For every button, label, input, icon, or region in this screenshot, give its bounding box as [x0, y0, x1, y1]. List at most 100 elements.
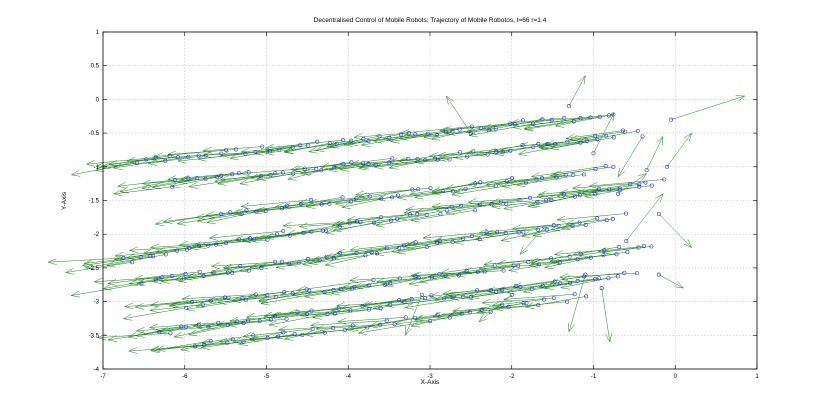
- robot-marker: [195, 176, 200, 181]
- velocity-arrow: [355, 187, 431, 195]
- robot-marker: [390, 156, 395, 161]
- robot-marker: [504, 201, 509, 206]
- robot-marker: [361, 161, 365, 166]
- robot-marker: [302, 166, 307, 171]
- robot-marker: [130, 260, 135, 265]
- velocity-arrow: [233, 331, 284, 343]
- robot-marker: [567, 254, 572, 259]
- robot-marker: [504, 179, 509, 184]
- robot-marker: [347, 221, 352, 226]
- robot-marker: [224, 241, 228, 245]
- velocity-arrow-head: [375, 277, 386, 285]
- velocity-arrow-head: [229, 153, 239, 161]
- robot-marker: [172, 178, 177, 182]
- velocity-arrow-head: [453, 187, 464, 194]
- velocity-arrow: [229, 313, 307, 322]
- velocity-arrow-head: [262, 314, 272, 321]
- velocity-arrow-head: [124, 302, 134, 310]
- velocity-arrow-head: [360, 140, 371, 148]
- velocity-arrow: [188, 175, 261, 187]
- robot-marker: [327, 141, 332, 146]
- velocity-arrow-head: [179, 344, 190, 352]
- velocity-arrow-head: [414, 314, 425, 322]
- velocity-arrow: [550, 218, 598, 231]
- velocity-arrow: [211, 261, 283, 267]
- velocity-arrow-head: [162, 217, 173, 224]
- velocity-arrow: [86, 157, 156, 165]
- robot-marker: [319, 202, 324, 207]
- robot-marker: [397, 245, 402, 250]
- velocity-arrow-head: [436, 155, 447, 162]
- velocity-arrow: [474, 232, 524, 240]
- robot-marker: [416, 275, 421, 280]
- robot-marker: [361, 137, 366, 141]
- velocity-arrow-head: [397, 157, 408, 164]
- robot-marker: [465, 154, 470, 159]
- velocity-arrow-head: [93, 277, 103, 285]
- robot-marker: [395, 216, 400, 221]
- robot-marker: [324, 254, 329, 259]
- robot-marker: [534, 177, 539, 182]
- velocity-arrow-head: [355, 190, 365, 198]
- velocity-arrow: [248, 289, 307, 298]
- velocity-arrow-head: [683, 239, 693, 249]
- velocity-arrow: [94, 277, 162, 282]
- robot-marker: [208, 339, 213, 344]
- velocity-arrow-head: [292, 165, 303, 173]
- velocity-arrow-head: [127, 332, 138, 339]
- velocity-arrow-head: [256, 206, 266, 214]
- velocity-arrow: [478, 294, 512, 323]
- robot-marker: [512, 122, 517, 127]
- velocity-arrow: [469, 123, 534, 136]
- velocity-arrow: [82, 255, 151, 266]
- velocity-arrow-head: [404, 205, 415, 213]
- robot-marker: [415, 157, 420, 162]
- robot-marker: [367, 283, 372, 288]
- velocity-arrow-head: [307, 146, 318, 154]
- velocity-arrow-head: [168, 301, 178, 309]
- y-tick-label: -0.5: [89, 131, 100, 137]
- velocity-arrow-head: [501, 181, 512, 189]
- velocity-arrow: [195, 294, 268, 307]
- velocity-arrow-head: [150, 345, 160, 353]
- velocity-arrow-head: [204, 211, 215, 218]
- velocity-arrow-head: [298, 222, 309, 230]
- velocity-arrow-head: [396, 193, 407, 201]
- velocity-arrow-head: [222, 263, 232, 271]
- velocity-arrow-head: [519, 245, 529, 255]
- velocity-arrow-head: [183, 273, 193, 281]
- velocity-arrow-head: [482, 123, 492, 131]
- velocity-arrow: [261, 292, 325, 304]
- velocity-arrow: [553, 166, 614, 176]
- robot-marker: [506, 304, 511, 309]
- velocity-arrow: [311, 252, 372, 261]
- velocity-arrow-head: [126, 157, 136, 164]
- robot-marker: [549, 117, 554, 122]
- robot-marker: [536, 302, 541, 307]
- robot-marker: [259, 265, 264, 270]
- velocity-arrow-head: [155, 345, 166, 352]
- velocity-arrow-head: [299, 169, 310, 176]
- robot-marker: [246, 170, 251, 175]
- robot-marker: [478, 202, 482, 207]
- velocity-arrow: [484, 225, 559, 235]
- velocity-arrow: [136, 326, 186, 332]
- robot-marker: [290, 145, 295, 150]
- velocity-arrow: [217, 296, 277, 303]
- robot-marker: [595, 216, 600, 221]
- robot-marker: [309, 308, 314, 313]
- velocity-arrow-head: [117, 181, 127, 189]
- velocity-arrow: [174, 270, 249, 281]
- robot-marker: [134, 160, 139, 165]
- velocity-arrow: [71, 283, 142, 296]
- velocity-arrow-head: [305, 202, 315, 209]
- velocity-arrow-head: [209, 268, 220, 275]
- velocity-arrow: [325, 222, 375, 234]
- velocity-arrow-head: [375, 221, 385, 228]
- velocity-arrow: [271, 308, 339, 317]
- robot-marker: [201, 274, 206, 279]
- velocity-arrow-head: [496, 180, 507, 187]
- velocity-arrow-head: [133, 274, 144, 282]
- velocity-arrow-head: [283, 147, 294, 154]
- robot-marker: [310, 326, 315, 331]
